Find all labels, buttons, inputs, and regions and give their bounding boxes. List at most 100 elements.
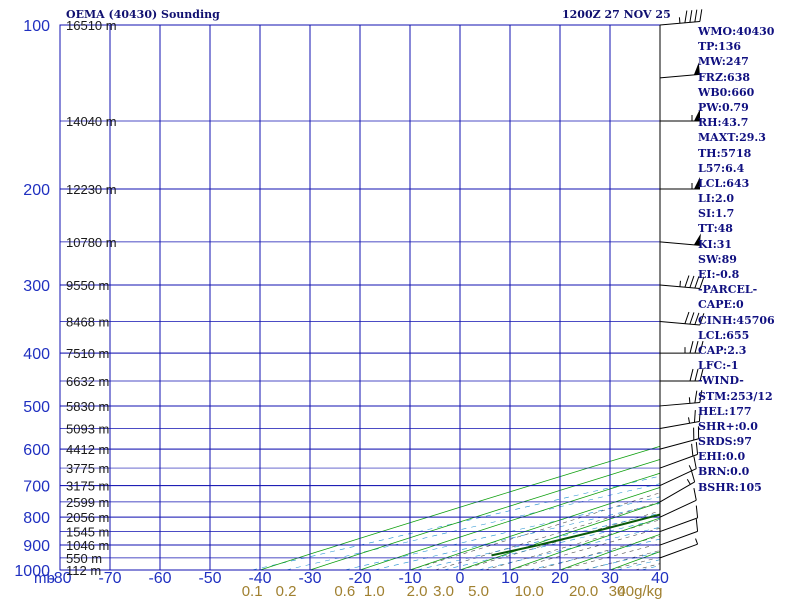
dry-adiabat [458, 501, 660, 570]
sounding-index: -WIND- [698, 374, 744, 388]
pressure-tick-label: 200 [23, 182, 50, 199]
wind-profile [659, 9, 705, 570]
temperature-tick-label: 30 [601, 570, 619, 587]
mixing-ratio-label: 30 [609, 583, 626, 600]
pressure-tick-label: 800 [23, 510, 50, 527]
wind-barb [660, 108, 700, 122]
sounding-index: SRDS:97 [698, 435, 752, 449]
height-label: 10780 m [66, 235, 117, 250]
sounding-index: KI:31 [698, 237, 733, 251]
sounding-index: LCL:655 [698, 328, 750, 342]
sounding-index: LCL:643 [698, 176, 750, 190]
sounding-index: CAP:2.3 [698, 343, 747, 357]
wind-barb [659, 505, 699, 533]
sounding-index: TT:48 [698, 222, 733, 236]
mixing-ratio-label: 3.0 [433, 583, 454, 600]
sounding-index: CAPE:0 [698, 298, 744, 312]
sounding-index: SW:89 [698, 252, 737, 266]
wind-barb [660, 368, 704, 382]
temperature-tick-label: 10 [501, 570, 519, 587]
sounding-index: BSHR:105 [698, 480, 762, 494]
moist-adiabat [484, 519, 660, 570]
wind-barb [659, 426, 700, 450]
mixing-ratio-label: 5.0 [468, 583, 489, 600]
sounding-index: -PARCEL- [698, 283, 758, 297]
wind-barb [659, 275, 705, 290]
temperature-tick-label: -60 [148, 570, 171, 587]
height-label: 7510 m [66, 346, 109, 361]
temperature-tick-label: -30 [298, 570, 321, 587]
sounding-index: FRZ:638 [698, 70, 751, 84]
height-label: 1046 m [66, 538, 109, 553]
sounding-index: TH:5718 [698, 146, 752, 160]
sounding-index: MW:247 [698, 55, 749, 69]
dry-adiabat [408, 487, 660, 570]
sounding-index: SHR+:0.0 [698, 419, 758, 433]
wind-barb [660, 341, 704, 354]
sounding-indices-panel: WMO:40430 TP:136 MW:247 FRZ:638 WB0:660 PW:0.… [698, 24, 798, 495]
temperature-tick-label: -20 [348, 570, 371, 587]
height-label: 4412 m [66, 442, 109, 457]
wind-barb [659, 62, 700, 79]
wind-barb [659, 390, 703, 407]
mixing-ratio-label: 0.6 [334, 583, 355, 600]
sounding-index: L57:6.4 [698, 161, 745, 175]
sounding-index: MAXT:29.3 [698, 131, 766, 145]
sounding-index: WMO:40430 [698, 25, 775, 38]
temperature-tick-label: 0 [456, 570, 465, 587]
sounding-index: EI:-0.8 [698, 268, 740, 281]
height-label: 6632 m [66, 374, 109, 389]
plot-area [60, 25, 660, 570]
temperature-tick-label: -50 [198, 570, 221, 587]
temperature-tick-label: -80 [48, 570, 71, 587]
height-label: 5830 m [66, 399, 109, 414]
wind-barb [659, 469, 696, 503]
height-label: 112 m [66, 563, 101, 578]
wind-barb [660, 177, 700, 190]
wind-barb [659, 9, 703, 26]
wind-barb [659, 538, 699, 559]
sounding-index: SI:1.7 [698, 207, 735, 221]
sounding-index: STM:253/12 [698, 389, 773, 403]
mixing-ratio-label: 2.0 [407, 583, 428, 600]
pressure-tick-label: 900 [23, 538, 50, 555]
sounding-index: HEL:177 [698, 404, 752, 418]
dry-adiabat [358, 472, 660, 570]
sounding-index: EHI:0.0 [698, 450, 746, 464]
mixing-ratio-label: 10.0 [515, 583, 544, 600]
pressure-tick-label: 700 [23, 479, 50, 496]
mixing-ratio-label: 1.0 [364, 583, 385, 600]
wind-barb [659, 409, 701, 429]
wind-barb [659, 233, 701, 246]
wind-barb [659, 456, 697, 487]
pressure-unit-label: mb [34, 570, 55, 587]
height-label: 550 m [66, 551, 102, 566]
height-label: 9550 m [66, 278, 109, 293]
pressure-tick-label: 500 [23, 399, 50, 416]
temperature-tick-label: -40 [248, 570, 271, 587]
mixing-ratio-label: 40g/kg [617, 583, 662, 600]
height-label: 8468 m [66, 315, 109, 330]
height-label: 12230 m [66, 182, 117, 197]
mixing-ratio-label: 0.1 [242, 583, 263, 600]
sounding-index: LI:2.0 [698, 192, 735, 206]
chart-title: OEMA (40430) Sounding [66, 8, 220, 21]
wind-barb [659, 519, 699, 546]
height-label: 5093 m [66, 421, 109, 436]
sounding-index: WB0:660 [698, 85, 755, 99]
pressure-tick-label: 600 [23, 442, 50, 459]
wind-barb [659, 311, 705, 326]
sounding-index: LFC:-1 [698, 359, 739, 373]
sounding-index: CINH:45706 [698, 313, 775, 327]
wind-barb [659, 442, 699, 469]
temperature-tick-label: 40 [651, 570, 669, 587]
mixing-ratio-label: 20.0 [569, 583, 598, 600]
dry-adiabat [558, 533, 660, 570]
sounding-index: RH:43.7 [698, 116, 749, 130]
pressure-tick-label: 300 [23, 278, 50, 295]
dry-adiabat [258, 445, 660, 570]
sounding-index: PW:0.79 [698, 100, 749, 114]
wind-barb [659, 488, 697, 518]
mixing-ratio-label: 0.2 [276, 583, 297, 600]
height-label: 1545 m [66, 525, 109, 540]
